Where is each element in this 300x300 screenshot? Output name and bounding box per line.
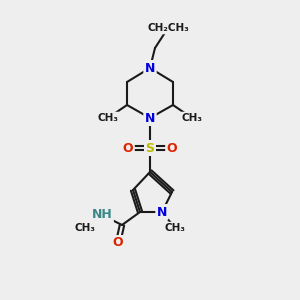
Text: CH₃: CH₃ [182, 113, 203, 123]
Text: CH₂CH₃: CH₂CH₃ [147, 23, 189, 33]
Text: CH₃: CH₃ [74, 223, 95, 233]
Text: N: N [157, 206, 167, 218]
Text: O: O [167, 142, 177, 154]
Text: O: O [123, 142, 133, 154]
Text: N: N [145, 112, 155, 124]
Text: NH: NH [92, 208, 112, 221]
Text: O: O [113, 236, 123, 250]
Text: N: N [145, 61, 155, 74]
Text: CH₃: CH₃ [164, 223, 185, 233]
Text: CH₃: CH₃ [98, 113, 118, 123]
Text: S: S [146, 142, 154, 154]
